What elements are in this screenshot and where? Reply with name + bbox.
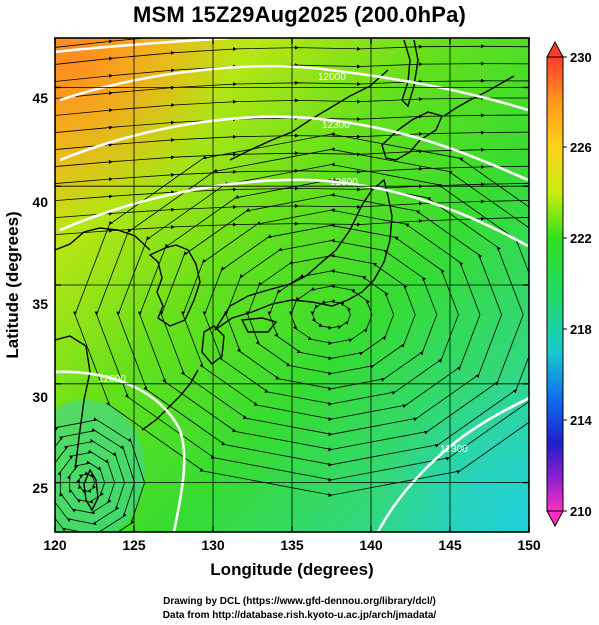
coastline-shikoku (240, 317, 278, 333)
contour-12000 (59, 64, 529, 112)
contour-12000-northwest (55, 38, 231, 54)
plot-area: 12000 12300 12600 12600 12300 (55, 38, 529, 532)
y-axis-tick-labels: 25 30 35 40 45 (32, 90, 48, 496)
contour-12600-north (59, 178, 529, 248)
x-axis-tick-labels: 120 125 130 135 140 145 150 (43, 537, 541, 553)
y-tick-label: 25 (32, 480, 48, 496)
height-contours (55, 38, 529, 532)
colorbar-label: 210 (570, 504, 592, 519)
colorbar-label: 218 (570, 322, 592, 337)
colorbar: 230 226 222 218 214 210 (546, 40, 592, 528)
y-tick-label: 45 (32, 90, 48, 106)
y-tick-label: 30 (32, 389, 48, 405)
coastline-honshu (214, 178, 393, 331)
lat-lon-grid (55, 38, 529, 532)
streamline (55, 417, 145, 532)
y-tick-label: 40 (32, 194, 48, 210)
coastline-primorye (229, 69, 389, 161)
streamline (73, 132, 529, 498)
x-tick-label: 120 (43, 537, 67, 553)
contour-label-2: 12300 (322, 120, 350, 131)
axis-ticks (54, 38, 530, 532)
streamline (55, 38, 485, 48)
coastline-taiwan (83, 468, 99, 512)
contour-label-4: 12600 (98, 374, 126, 385)
colorbar-label: 214 (570, 413, 592, 428)
coastline-hokkaido (381, 111, 443, 161)
streamline (55, 61, 529, 82)
contour-label-3: 12600 (330, 177, 358, 188)
wind-streamlines (55, 38, 529, 532)
coastline-sakhalin (401, 39, 419, 108)
coastlines (55, 39, 515, 512)
coastline-kyushu (201, 325, 225, 365)
credit-drawing: Drawing by DCL (https://www.gfd-dennou.o… (163, 596, 436, 607)
streamline (55, 44, 529, 65)
x-axis-title: Longitude (degrees) (210, 560, 373, 579)
x-tick-label: 140 (359, 537, 383, 553)
colorbar-label: 222 (570, 231, 592, 246)
contour-12300 (59, 115, 529, 182)
contour-labels: 12000 12300 12600 12600 12300 (98, 72, 468, 455)
contour-label-1: 12000 (318, 72, 346, 83)
contour-label-5: 12300 (440, 444, 468, 455)
contour-12600-south (55, 370, 186, 532)
cool-patch-southwest (55, 400, 145, 532)
credit-data-source: Data from http://database.rish.kyoto-u.a… (162, 610, 437, 621)
colorbar-ticks (563, 56, 567, 512)
x-tick-label: 130 (201, 537, 225, 553)
y-tick-label: 35 (32, 296, 48, 312)
coastline-ryukyu (141, 369, 199, 431)
x-tick-label: 135 (280, 537, 304, 553)
x-tick-label: 125 (122, 537, 146, 553)
x-tick-label: 150 (517, 537, 541, 553)
chart-title: MSM 15Z29Aug2025 (200.0hPa) (132, 2, 467, 27)
colorbar-top-extend-arrow (546, 40, 564, 58)
colorbar-gradient (546, 56, 564, 512)
colorbar-label: 230 (570, 50, 592, 65)
coastline-mainland-china (55, 227, 151, 471)
y-axis-title: Latitude (degrees) (3, 211, 22, 358)
streamline (55, 96, 529, 116)
colorbar-label: 226 (570, 140, 592, 155)
coastline-korea (148, 244, 201, 327)
x-tick-label: 145 (438, 537, 462, 553)
contour-12300-south (376, 396, 529, 532)
streamline (55, 78, 529, 99)
colorbar-bottom-extend-arrow (546, 510, 564, 528)
